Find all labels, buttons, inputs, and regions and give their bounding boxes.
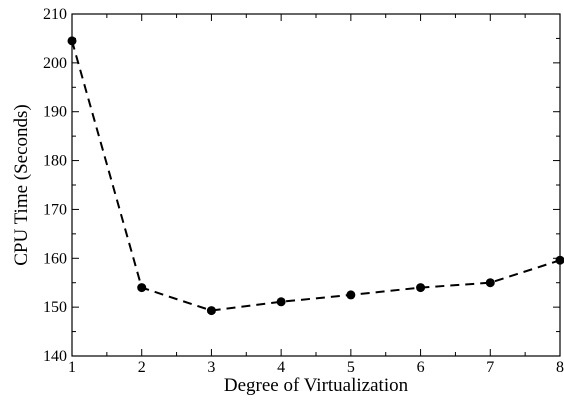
x-tick-label: 8 <box>556 359 564 376</box>
x-tick-label: 7 <box>486 359 494 376</box>
x-tick-label: 1 <box>68 359 76 376</box>
series-line <box>71 40 561 312</box>
data-point <box>276 297 286 307</box>
series-layer <box>67 36 564 316</box>
y-tick-label: 150 <box>43 299 67 316</box>
data-point <box>346 290 356 300</box>
y-tick-label: 190 <box>43 104 67 121</box>
y-tick-label: 160 <box>43 250 67 267</box>
data-point <box>485 278 495 288</box>
y-tick-label: 180 <box>43 153 67 170</box>
y-tick-label: 200 <box>43 55 67 72</box>
y-axis-label: CPU Time (Seconds) <box>11 104 32 266</box>
x-tick-label: 6 <box>417 359 425 376</box>
x-tick-label: 5 <box>347 359 355 376</box>
y-tick-label: 210 <box>43 6 67 23</box>
y-tick-label: 140 <box>43 348 67 365</box>
x-tick-label: 4 <box>277 359 285 376</box>
plot-frame <box>71 13 561 357</box>
y-tick-label: 170 <box>43 201 67 218</box>
x-axis-ticks: 1 2 3 4 5 6 7 8 <box>68 14 564 376</box>
y-axis-ticks: 140 150 160 170 180 190 200 210 <box>43 6 560 365</box>
x-tick-label: 3 <box>207 359 215 376</box>
data-point <box>206 306 216 316</box>
data-point <box>416 283 426 293</box>
data-point <box>137 283 147 293</box>
x-axis-label: Degree of Virtualization <box>224 375 409 396</box>
x-tick-label: 2 <box>138 359 146 376</box>
